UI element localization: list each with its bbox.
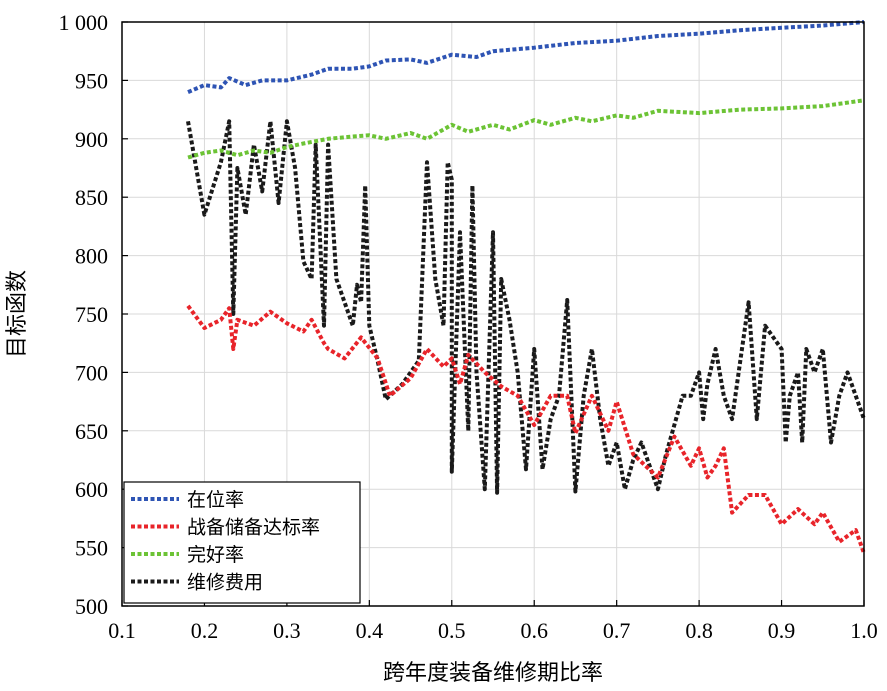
y-tick-label: 550	[75, 536, 108, 561]
legend-label: 完好率	[187, 544, 244, 566]
series-lines	[186, 20, 866, 555]
x-tick-label: 0.9	[768, 618, 796, 643]
y-tick-label: 850	[75, 185, 108, 210]
axis-ticks: 0.1 0.2 0.3 0.4 0.5 0.6 0.7 0.8 0.9 1.0 500 550 600 6…	[59, 10, 878, 643]
x-tick-label: 0.6	[520, 618, 548, 643]
x-tick-label: 0.8	[685, 618, 713, 643]
y-tick-label: 700	[75, 360, 108, 385]
y-tick-label: 1 000	[59, 10, 109, 35]
x-tick-label: 0.3	[273, 618, 301, 643]
x-tick-label: 0.2	[191, 618, 219, 643]
series-line-0	[187, 20, 865, 94]
legend-label: 在位率	[187, 489, 244, 511]
y-axis-label: 目标函数	[5, 270, 30, 358]
y-tick-label: 650	[75, 419, 108, 444]
y-tick-label: 500	[75, 594, 108, 619]
series-line-1	[186, 304, 866, 555]
legend-label: 战备储备达标率	[187, 517, 320, 539]
y-tick-label: 750	[75, 302, 108, 327]
x-tick-label: 0.7	[603, 618, 631, 643]
y-tick-label: 600	[75, 477, 108, 502]
legend-box	[123, 481, 361, 604]
x-tick-label: 0.1	[108, 618, 136, 643]
x-tick-label: 0.4	[356, 618, 384, 643]
series-line-2	[187, 98, 865, 160]
x-tick-label: 0.5	[438, 618, 466, 643]
x-tick-label: 1.0	[850, 618, 878, 643]
x-axis-label: 跨年度装备维修期比率	[383, 661, 603, 686]
y-tick-label: 800	[75, 244, 108, 269]
y-tick-label: 900	[75, 127, 108, 152]
series-line-3	[186, 119, 866, 495]
legend-label: 维修费用	[187, 572, 263, 594]
y-tick-label: 950	[75, 68, 108, 93]
